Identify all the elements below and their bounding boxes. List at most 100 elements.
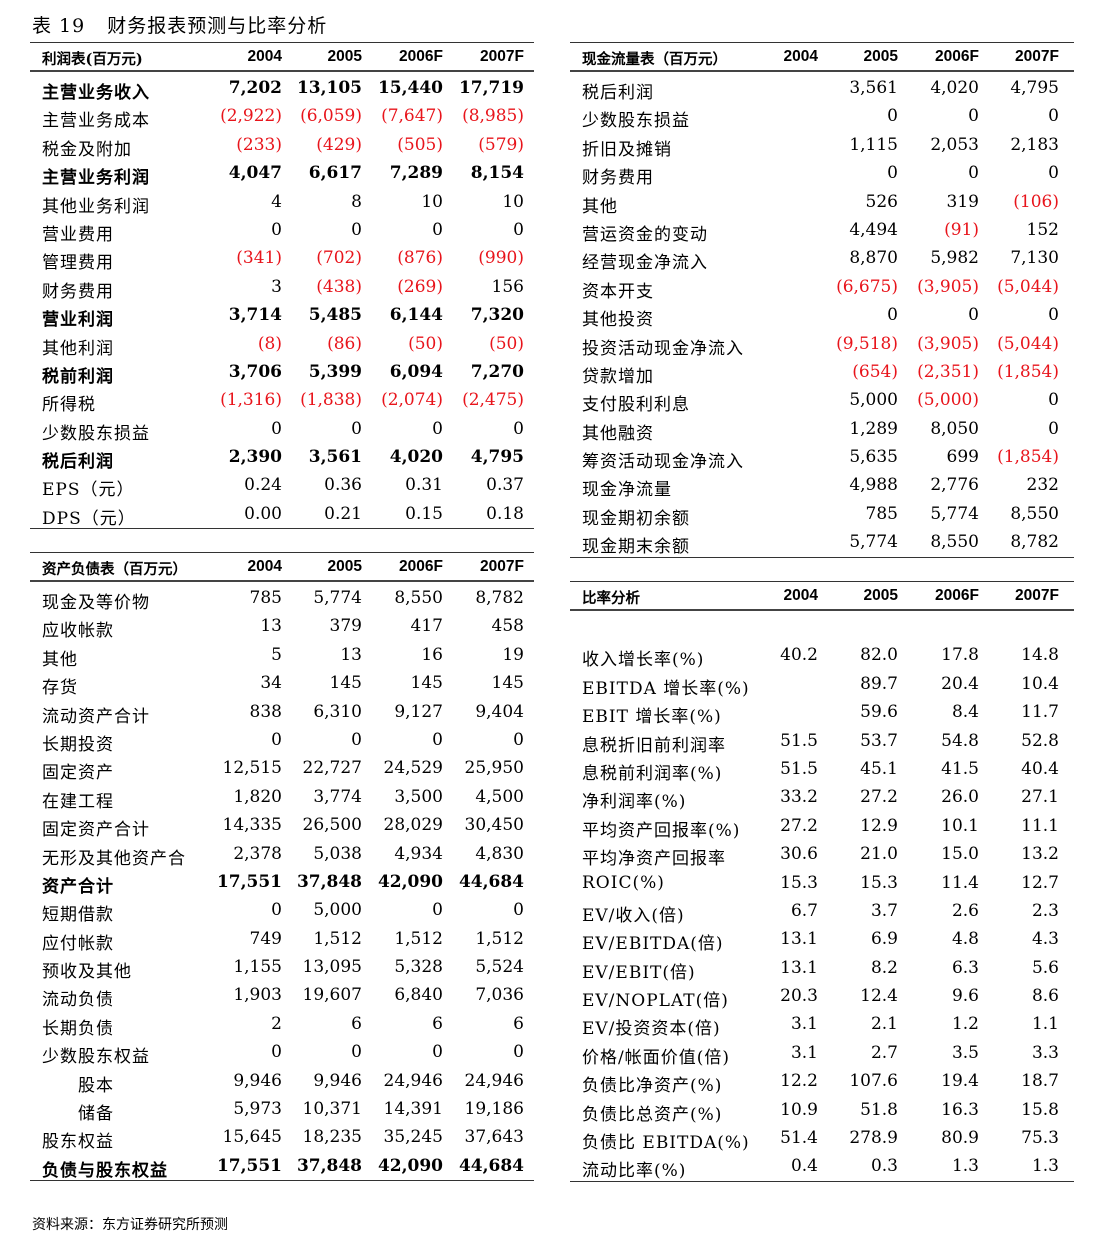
cell-value: 5,399: [308, 361, 362, 382]
row-label: ROIC(%): [582, 872, 665, 893]
row-label: 税后利润: [582, 83, 654, 103]
table-row: EBITDA 增长率(%) 89.7 20.4 10.4: [570, 670, 1074, 699]
cell-value: 785: [249, 588, 282, 608]
cell-value: 16: [421, 644, 443, 665]
row-label: 息税折旧前利润率: [582, 735, 726, 756]
cell-value: 1,512: [313, 928, 362, 949]
table-row: 在建工程 1,820 3,774 3,500 4,500: [30, 783, 534, 812]
cell-value: 4,494: [849, 219, 898, 240]
cell-value: 27.2: [780, 815, 818, 836]
cell-value: 0.31: [405, 475, 443, 496]
cell-value: 0: [513, 219, 524, 240]
cell-value: (7,647): [381, 106, 443, 127]
cell-value: 22,727: [302, 758, 362, 779]
cell-value: 3.7: [870, 900, 898, 921]
row-label: EPS（元）: [42, 480, 135, 501]
cell-value: 749: [249, 928, 282, 949]
table-row: 主营业务收入 7,202 13,105 15,440 17,719: [30, 74, 534, 103]
cell-value: (505): [397, 134, 443, 155]
table-row: 长期负债 2 6 6 6: [30, 1010, 534, 1039]
row-label: DPS（元）: [42, 508, 136, 529]
cell-value: 54.8: [941, 730, 979, 751]
source-note: 资料来源：东方证券研究所预测: [32, 1217, 228, 1233]
cell-value: 107.6: [849, 1071, 898, 1092]
cell-value: 0: [432, 418, 443, 439]
year-header: 2004: [783, 48, 818, 65]
cell-value: 319: [946, 191, 979, 212]
cell-value: 4.3: [1031, 929, 1059, 950]
cell-value: 0.36: [324, 475, 362, 496]
table-row: EV/EBIT(倍) 13.1 8.2 6.3 5.6: [570, 954, 1074, 983]
cell-value: 0.21: [324, 503, 362, 524]
cell-value: 838: [249, 701, 282, 722]
table-row: 流动负债 1,903 19,607 6,840 7,036: [30, 981, 534, 1010]
cell-value: 0: [271, 219, 282, 240]
table-row: 税前利润 3,706 5,399 6,094 7,270: [30, 358, 534, 387]
cell-value: (438): [316, 276, 362, 297]
row-label: EBIT 增长率(%): [582, 707, 722, 728]
cell-value: 2,053: [930, 134, 979, 155]
cell-value: 6: [432, 1013, 443, 1034]
cell-value: 13,105: [296, 78, 362, 98]
table-title: 利润表(百万元): [42, 51, 143, 68]
cell-value: 5,774: [930, 503, 979, 524]
cell-value: 13: [260, 616, 282, 637]
cell-value: 458: [491, 616, 524, 637]
cell-value: 15,440: [377, 78, 443, 98]
cell-value: 10: [421, 191, 443, 212]
row-label: 主营业务成本: [42, 111, 150, 132]
table-row: 财务费用 3 (438) (269) 156: [30, 273, 534, 302]
table-row: 现金期初余额 785 5,774 8,550: [570, 500, 1074, 529]
cell-value: 8.2: [870, 957, 898, 978]
table-row: 负债比净资产(%) 12.2 107.6 19.4 18.7: [570, 1067, 1074, 1096]
cell-value: 0: [1048, 106, 1059, 127]
cell-value: 6.3: [951, 957, 979, 978]
cell-value: 9.6: [951, 986, 979, 1007]
table-title: 比率分析: [582, 590, 640, 607]
cell-value: 7,130: [1010, 248, 1059, 269]
cell-value: (5,044): [997, 276, 1059, 297]
row-label: 税前利润: [42, 366, 114, 387]
cell-value: 28,029: [383, 815, 443, 836]
cell-value: 4,988: [849, 475, 898, 496]
table-header: 比率分析 2004 2005 2006F 2007F: [570, 581, 1074, 611]
document-title: 表 19 财务报表预测与比率分析: [32, 11, 349, 38]
cell-value: 1,512: [475, 928, 524, 949]
cell-value: 10.4: [1021, 673, 1059, 694]
row-label: 价格/帐面价值(倍): [582, 1047, 730, 1068]
table-row: 其他投资 0 0 0: [570, 301, 1074, 331]
cell-value: 145: [329, 673, 362, 694]
cell-value: 10: [502, 191, 524, 212]
cell-value: 19,186: [464, 1099, 524, 1120]
cell-value: (233): [236, 134, 282, 155]
cell-value: 0: [351, 418, 362, 439]
table-row: 平均净资产回报率 30.6 21.0 15.0 13.2: [570, 840, 1074, 869]
cell-value: 2.1: [870, 1014, 898, 1035]
row-label: 无形及其他资产合: [42, 848, 186, 869]
cell-value: 17,551: [216, 871, 282, 892]
table-row: 其他融资 1,289 8,050 0: [570, 415, 1074, 444]
cell-value: 24,529: [383, 758, 443, 779]
row-label: 少数股东权益: [42, 1047, 150, 1068]
row-label: 流动资产合计: [42, 706, 150, 727]
cell-value: 12.4: [860, 986, 898, 1007]
row-label: 其他投资: [582, 310, 654, 331]
cell-value: 4,500: [475, 786, 524, 807]
table-row: 营运资金的变动 4,494 (91) 152: [570, 216, 1074, 245]
cell-value: 11.7: [1021, 702, 1059, 723]
table-row: ROIC(%) 15.3 15.3 11.4 12.7: [570, 869, 1074, 897]
cell-value: 0.4: [790, 1156, 818, 1177]
table-row: EV/NOPLAT(倍) 20.3 12.4 9.6 8.6: [570, 982, 1074, 1011]
cell-value: 379: [329, 616, 362, 637]
row-label: 现金期初余额: [582, 508, 690, 529]
table-row: EV/投资资本(倍) 3.1 2.1 1.2 1.1: [570, 1010, 1074, 1039]
cell-value: 2,183: [1010, 134, 1059, 155]
cell-value: 80.9: [941, 1128, 979, 1149]
table-row: 股东权益 15,645 18,235 35,245 37,643: [30, 1123, 534, 1152]
row-label: 其他利润: [42, 338, 114, 359]
cell-value: 3,714: [228, 305, 282, 326]
row-label: 税金及附加: [42, 139, 132, 160]
row-label: 折旧及摊销: [582, 139, 672, 160]
row-label: 现金及等价物: [42, 593, 150, 613]
cell-value: 2.6: [951, 900, 979, 921]
